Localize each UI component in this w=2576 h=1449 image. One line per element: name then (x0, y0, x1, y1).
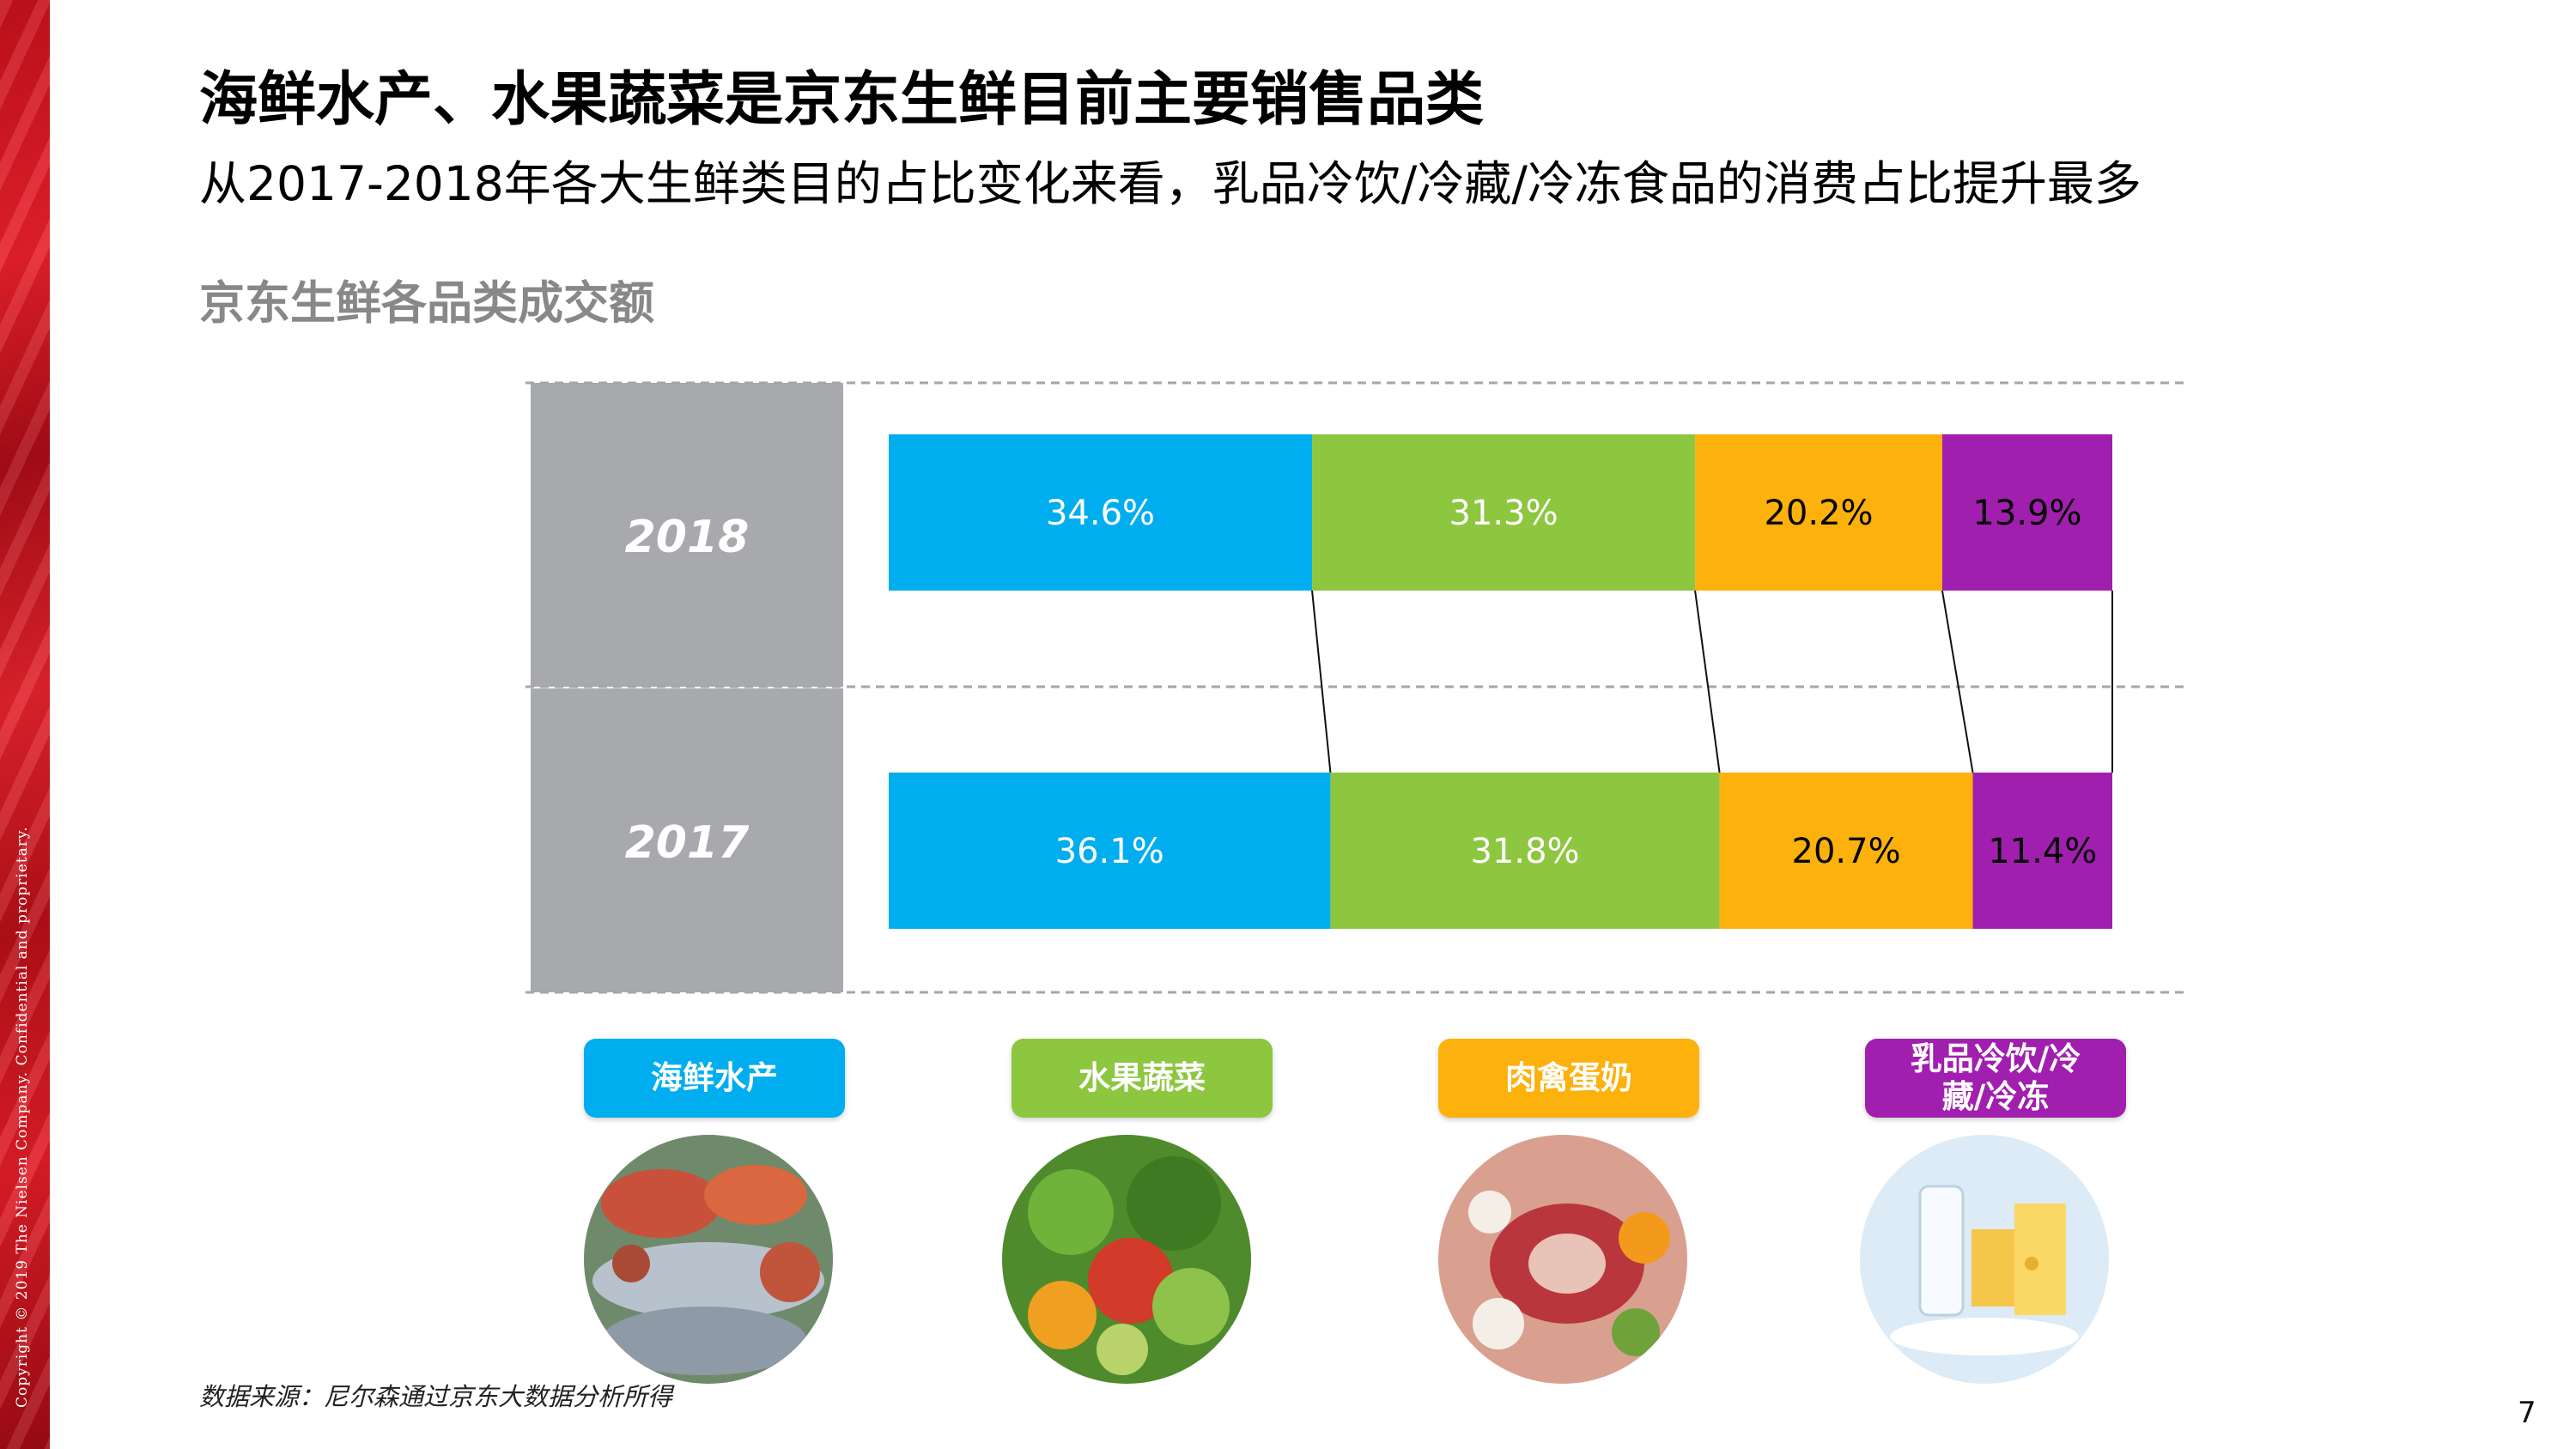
dairy-photo-icon (1860, 1135, 2109, 1384)
bar-label-2018-seg-2: 20.2% (1764, 494, 1873, 533)
legend-seafood: 海鲜水产 (584, 1039, 845, 1118)
legend-seafood-label: 海鲜水产 (651, 1059, 778, 1096)
connector-line-3 (1941, 590, 1974, 773)
legend-meat-label: 肉禽蛋奶 (1505, 1059, 1632, 1096)
bar-2017-seg-2 (1719, 773, 1973, 929)
bar-label-2017-seg-2: 20.7% (1792, 832, 1901, 871)
data-source-note: 数据来源：尼尔森通过京东大数据分析所得 (199, 1382, 673, 1411)
seafood-photo-icon (584, 1135, 833, 1384)
connector-line-1 (1311, 590, 1332, 773)
connector-line-2 (1694, 590, 1721, 773)
bar-2018-seg-0 (889, 434, 1313, 591)
page-number: 7 (2518, 1396, 2537, 1430)
bar-2018-seg-1 (1312, 434, 1696, 591)
legend-dairy-label: 乳品冷饮/冷藏/冷冻 (1910, 1040, 2081, 1115)
bar-2017-seg-1 (1330, 773, 1720, 929)
legend-meat: 肉禽蛋奶 (1438, 1039, 1699, 1118)
year-panel-2018 (531, 383, 843, 687)
bar-2017-seg-0 (889, 773, 1331, 929)
bar-label-2017-seg-1: 31.8% (1470, 832, 1579, 871)
bar-label-2018-seg-1: 31.3% (1449, 494, 1558, 533)
legend-dairy: 乳品冷饮/冷藏/冷冻 (1865, 1039, 2126, 1118)
legend-fruit-veg: 水果蔬菜 (1012, 1039, 1273, 1118)
fruit-vegetable-photo-icon (1002, 1135, 1251, 1384)
meat-egg-photo-icon (1438, 1135, 1687, 1384)
red-decorative-strip (0, 0, 50, 1449)
page-title: 海鲜水产、水果蔬菜是京东生鲜目前主要销售品类 (199, 66, 1485, 134)
legend-fruit-veg-label: 水果蔬菜 (1078, 1059, 1206, 1096)
bar-label-2018-seg-0: 34.6% (1046, 494, 1155, 533)
bar-label-2017-seg-3: 11.4% (1988, 832, 2097, 871)
bar-2018-seg-3 (1941, 434, 2112, 591)
year-label-2018: 2018 (625, 512, 750, 563)
page-subtitle: 从2017-2018年各大生鲜类目的占比变化来看，乳品冷饮/冷藏/冷冻食品的消费… (199, 156, 2142, 211)
year-panel-2017 (531, 688, 843, 992)
year-label-2017: 2017 (625, 817, 750, 869)
bar-2017-seg-3 (1972, 773, 2112, 929)
bar-2018-seg-2 (1695, 434, 1942, 591)
chart-heading: 京东生鲜各品类成交额 (199, 277, 654, 330)
bar-label-2018-seg-3: 13.9% (1972, 494, 2081, 533)
bar-label-2017-seg-0: 36.1% (1055, 832, 1164, 871)
